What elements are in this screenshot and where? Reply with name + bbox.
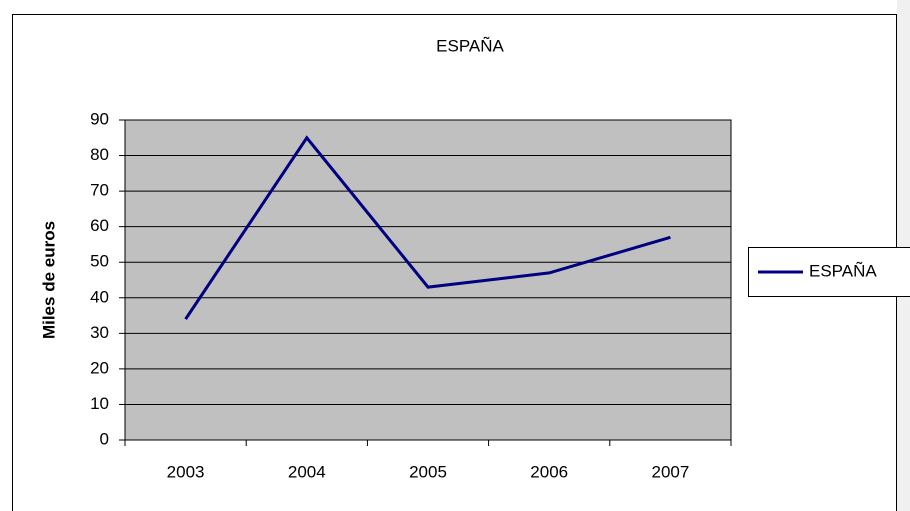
- x-tick-label: 2006: [530, 462, 568, 481]
- plot-area: [124, 119, 732, 441]
- y-tick-label: 40: [90, 287, 109, 306]
- y-tick-label: 20: [90, 358, 109, 377]
- legend-label: ESPAÑA: [809, 261, 877, 280]
- y-tick-label: 0: [100, 429, 109, 448]
- x-tick-label: 2005: [409, 462, 447, 481]
- x-tick-label: 2003: [167, 462, 205, 481]
- y-tick-label: 30: [90, 323, 109, 342]
- y-tick-label: 60: [90, 216, 109, 235]
- y-axis-label: Miles de euros: [39, 221, 58, 339]
- x-tick-label: 2004: [288, 462, 326, 481]
- y-tick-label: 90: [90, 109, 109, 128]
- data-line: [184, 135, 671, 320]
- y-tick-label: 50: [90, 252, 109, 271]
- chart-title: ESPAÑA: [436, 36, 504, 55]
- x-tick-label: 2007: [651, 462, 689, 481]
- y-tick-label: 80: [90, 145, 109, 164]
- y-tick-label: 10: [90, 394, 109, 413]
- y-tick-label: 70: [90, 181, 109, 200]
